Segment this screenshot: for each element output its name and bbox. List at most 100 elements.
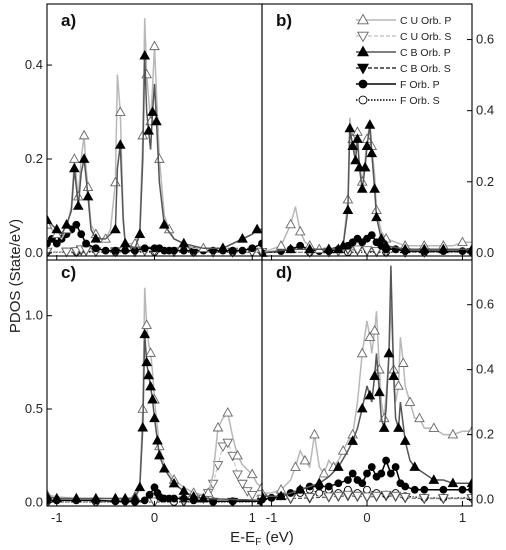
point-f-orb-p (52, 239, 61, 248)
legend-item-f-orb-p: F Orb. P (356, 79, 440, 91)
legend-label: C U Orb. P (400, 15, 451, 27)
point-c-u-orb-p (141, 319, 153, 329)
point-c-b-orb-p (168, 477, 180, 488)
point-c-b-orb-p (350, 154, 361, 165)
point-f-orb-p (111, 246, 120, 255)
point-f-orb-p (121, 246, 130, 255)
y-tick-label: 0.0 (476, 492, 494, 507)
point-c-b-orb-p (143, 125, 154, 135)
legend-label: F Orb. S (400, 95, 440, 107)
point-c-b-orb-p (143, 369, 154, 380)
panel-label: b) (276, 11, 292, 30)
point-c-b-orb-p (333, 461, 344, 471)
point-f-orb-p (179, 494, 188, 503)
point-c-u-orb-s (371, 491, 382, 502)
point-c-u-orb-s (380, 490, 392, 501)
point-c-u-orb-p (202, 487, 214, 497)
point-f-orb-p (140, 244, 149, 253)
point-f-orb-p (228, 246, 237, 255)
point-c-b-orb-p (409, 461, 421, 471)
point-c-b-orb-p (383, 347, 395, 358)
point-c-u-orb-p (447, 428, 459, 439)
point-c-u-orb-p (318, 467, 330, 478)
point-c-u-orb-s (342, 490, 354, 501)
y-tick-label: 1.0 (25, 308, 43, 323)
x-tick-label: 0 (151, 510, 158, 525)
point-c-u-orb-s (466, 494, 472, 504)
plot-area (262, 265, 472, 505)
y-tick-label: 0.0 (476, 245, 494, 260)
point-c-b-orb-p (178, 237, 190, 248)
point-c-u-orb-p (78, 129, 90, 140)
point-f-orb-s (315, 489, 324, 497)
point-c-u-orb-s (352, 245, 363, 256)
point-c-b-orb-p (366, 147, 378, 158)
point-c-u-orb-s (323, 492, 335, 502)
point-c-u-orb-p (290, 461, 301, 471)
point-c-b-orb-p (359, 161, 371, 172)
panel-c: 0.0 0.5 1.0 -1 0 1 c) (25, 255, 263, 525)
point-c-b-orb-p (134, 228, 146, 238)
x-tick-label: 0 (363, 510, 370, 525)
panel-a: 0.0 0.2 0.4 a) (25, 3, 263, 261)
point-c-b-orb-p (47, 490, 53, 501)
point-c-b-orb-p (61, 219, 72, 229)
point-c-u-orb-p (414, 412, 425, 423)
point-f-orb-p (258, 239, 262, 248)
point-f-orb-p (334, 479, 343, 488)
plot-area (262, 117, 472, 258)
point-c-b-orb-p (262, 490, 268, 501)
point-c-b-orb-p (51, 223, 63, 234)
point-c-u-orb-p (428, 422, 440, 432)
point-c-b-orb-p (347, 435, 359, 445)
point-c-b-orb-p (188, 490, 199, 501)
series-line-c-u-orb-p (47, 287, 262, 500)
point-c-u-orb-p (466, 425, 472, 436)
legend-item-c-b-orb-p: C B Orb. P (356, 45, 451, 59)
legend-item-f-orb-s: F Orb. S (356, 95, 440, 107)
panel-b: 0.0 0.2 0.4 0.6 b) (261, 3, 494, 261)
point-f-orb-p (363, 469, 371, 478)
legend-marker-c-u-orb-s (357, 31, 369, 43)
point-c-b-orb-p (378, 422, 390, 432)
point-c-u-orb-s (256, 247, 262, 258)
point-c-b-orb-p (256, 494, 262, 505)
point-c-b-orb-p (151, 115, 162, 126)
point-c-b-orb-p (110, 492, 121, 503)
point-c-b-orb-p (399, 243, 411, 254)
point-f-orb-p (248, 244, 257, 253)
panel-d: 0.0 0.2 0.4 0.6 -1 0 1 d) (261, 255, 494, 525)
point-c-u-orb-p (275, 240, 287, 250)
point-c-u-orb-s (212, 461, 224, 471)
point-c-b-orb-p (134, 481, 146, 492)
y-tick-label: 0.2 (25, 151, 43, 166)
point-f-orb-p (458, 485, 467, 494)
point-c-u-orb-p (212, 421, 224, 432)
point-c-b-orb-p (152, 434, 163, 445)
point-f-orb-s (363, 485, 371, 494)
point-c-u-orb-p (110, 176, 121, 187)
plot-area (47, 18, 262, 258)
point-c-b-orb-p (237, 233, 248, 243)
point-c-b-orb-p (294, 484, 306, 494)
point-c-b-orb-p (70, 492, 82, 503)
point-f-orb-p (296, 241, 305, 250)
point-f-orb-p (348, 469, 357, 478)
point-f-orb-p (358, 479, 367, 488)
point-c-b-orb-p (137, 421, 149, 432)
point-c-b-orb-p (147, 393, 158, 404)
legend-label: C B Orb. P (400, 47, 451, 59)
point-c-b-orb-p (139, 49, 151, 60)
point-f-orb-p (386, 469, 395, 478)
point-f-orb-p (238, 246, 247, 255)
point-f-orb-p (344, 476, 352, 484)
y-tick-label: 0.0 (25, 494, 43, 509)
point-f-orb-p (72, 220, 81, 229)
point-c-b-orb-p (438, 243, 449, 254)
point-c-u-orb-s (246, 490, 258, 501)
x-tick-label: -1 (266, 510, 278, 525)
y-tick-label: 0.4 (476, 103, 494, 118)
point-c-u-orb-p (364, 331, 376, 341)
point-c-b-orb-p (78, 153, 90, 163)
point-c-b-orb-p (375, 232, 387, 243)
